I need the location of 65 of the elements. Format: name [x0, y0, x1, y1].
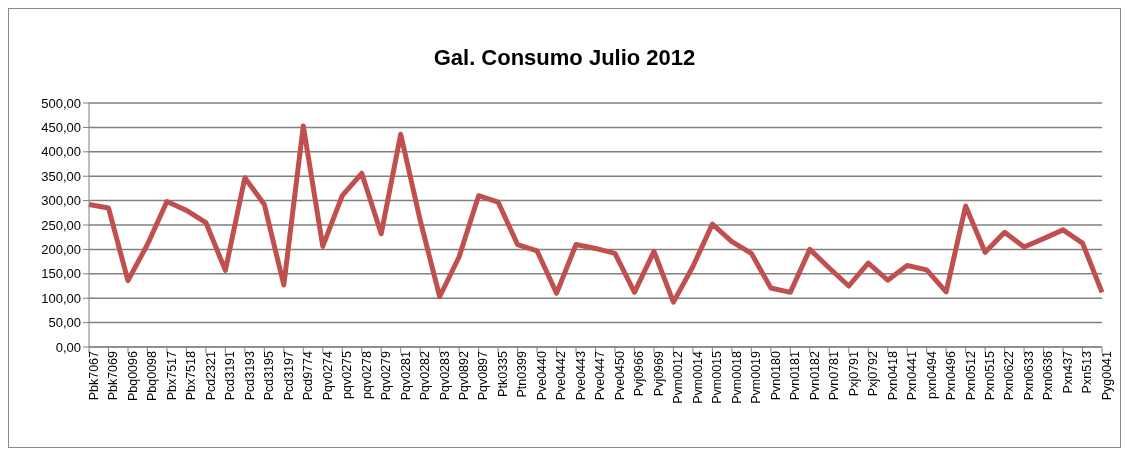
x-tick-label: Pcd3191 — [223, 350, 238, 401]
y-tick-label: 150,00 — [41, 266, 81, 282]
x-tick-label: Pvn0181 — [788, 350, 803, 401]
x-tick-label: Pvm0014 — [690, 350, 705, 404]
x-tick-label: Pxj0792 — [866, 350, 881, 397]
x-tick-label: Pvn0180 — [768, 350, 783, 401]
y-tick-label: 400,00 — [41, 144, 81, 160]
x-tick-label: Ptn0399 — [515, 350, 530, 398]
x-tick-label: Pxn437 — [1060, 350, 1075, 394]
x-tick-label: Pbk7069 — [106, 350, 121, 401]
x-tick-label: Pvm0019 — [749, 350, 764, 404]
x-tick-label: Pqv0892 — [457, 350, 472, 401]
x-tick-label: Pbx7517 — [164, 350, 179, 401]
x-tick-label: Pve0443 — [573, 350, 588, 401]
y-tick-label: 250,00 — [41, 217, 81, 233]
x-tick-label: Ptk0335 — [495, 350, 510, 397]
x-tick-label: Pqv0283 — [437, 350, 452, 401]
x-tick-label: Pxn0512 — [963, 350, 978, 401]
x-tick-label: Pxn0418 — [885, 350, 900, 401]
y-tick-label: 450,00 — [41, 120, 81, 136]
x-tick-label: Pxj0791 — [846, 350, 861, 397]
x-tick-label: Pcd9774 — [301, 350, 316, 401]
x-tick-label: Pxn513 — [1080, 350, 1095, 394]
x-tick-label: pqv0278 — [359, 350, 374, 399]
x-tick-label: Pbq0098 — [145, 350, 160, 402]
x-tick-label: Pbx7518 — [184, 350, 199, 401]
x-tick-label: Pve0440 — [534, 350, 549, 401]
y-tick-label: 200,00 — [41, 242, 81, 258]
x-tick-label: Pve0447 — [593, 350, 608, 401]
x-tick-label: Pqv0279 — [379, 350, 394, 401]
y-tick-label: 350,00 — [41, 168, 81, 184]
x-tick-label: Pvj0969 — [651, 350, 666, 397]
y-tick-label: 500,00 — [41, 95, 81, 111]
x-tick-label: Pbk7067 — [86, 350, 101, 401]
x-tick-label: Pxn0633 — [1021, 350, 1036, 401]
x-tick-label: Pxn0496 — [944, 350, 959, 401]
x-tick-label: Pxn0441 — [905, 350, 920, 401]
x-tick-label: Pvn0781 — [827, 350, 842, 401]
x-tick-label: Pqv0282 — [418, 350, 433, 401]
x-tick-label: Pxn0622 — [1002, 350, 1017, 401]
x-tick-label: Pcd2321 — [203, 350, 218, 401]
x-tick-label: Pqv0897 — [476, 350, 491, 401]
x-tick-label: Pvn0182 — [807, 350, 822, 401]
x-tick-label: pqv0275 — [340, 350, 355, 399]
x-tick-label: Pcd3195 — [262, 350, 277, 401]
x-tick-label: Pvm0012 — [671, 350, 686, 404]
x-tick-label: Pyg0041 — [1099, 350, 1114, 401]
x-tick-label: Pbq0096 — [125, 350, 140, 402]
y-tick-label: 100,00 — [41, 290, 81, 306]
x-tick-label: Pve0442 — [554, 350, 569, 401]
x-tick-label: Pve0450 — [612, 350, 627, 401]
x-tick-label: Pxn0515 — [982, 350, 997, 401]
y-tick-label: 0,00 — [55, 339, 81, 355]
x-tick-label: Pvm0015 — [710, 350, 725, 404]
x-tick-label: Pxn0636 — [1041, 350, 1056, 401]
y-tick-label: 300,00 — [41, 193, 81, 209]
y-tick-label: 50,00 — [48, 315, 81, 331]
x-tick-label: pxn0494 — [924, 350, 939, 399]
x-tick-label: Pqv0274 — [320, 350, 335, 401]
x-tick-label: Pqv0281 — [398, 350, 413, 401]
x-tick-label: Pcd3193 — [242, 350, 257, 401]
x-tick-label: Pcd3197 — [281, 350, 296, 401]
x-tick-label: Pvm0018 — [729, 350, 744, 404]
chart-title: Gal. Consumo Julio 2012 — [432, 44, 697, 72]
x-tick-label: Pvj0966 — [632, 350, 647, 397]
